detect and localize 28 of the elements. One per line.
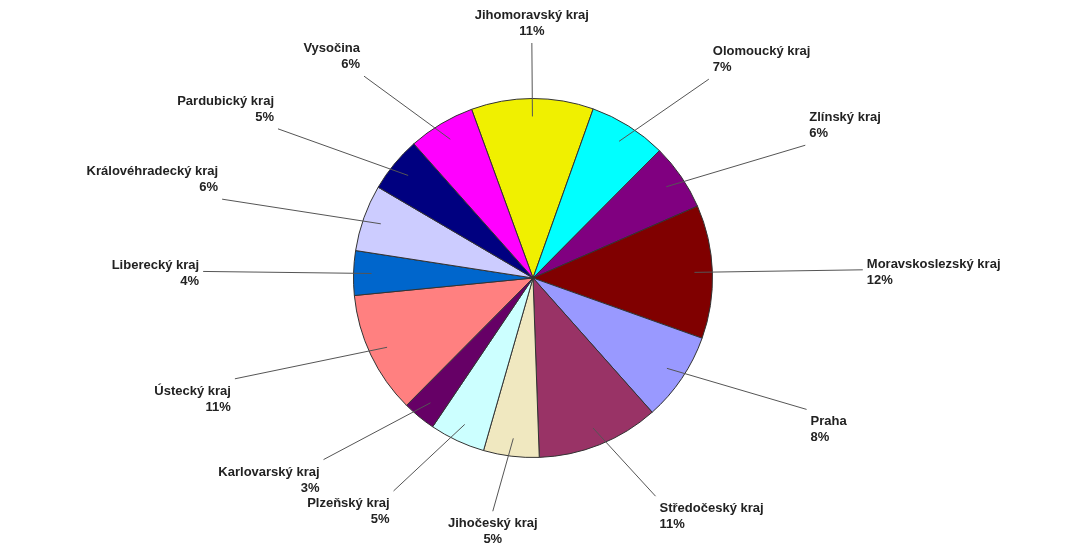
slice-label: Středočeský kraj [659, 500, 764, 516]
data-label: 4% [180, 273, 200, 289]
data-label: 6% [199, 179, 219, 195]
slice-label: Plzeňský kraj [307, 494, 390, 510]
data-label: 12% [866, 271, 894, 287]
slice-label: Jihočeský kraj [447, 515, 538, 531]
data-label: 7% [712, 59, 733, 75]
data-label: 11% [205, 398, 232, 414]
slice-label: Zlínský kraj [809, 109, 881, 125]
slice-label: Jihomoravský kraj [474, 7, 589, 22]
slice-label: Vysočina [303, 40, 361, 56]
data-label: 8% [810, 429, 830, 445]
data-label: 6% [809, 125, 829, 141]
data-label: 5% [370, 510, 390, 526]
data-label: 6% [341, 56, 361, 72]
data-label: 11% [519, 23, 545, 38]
data-label: 5% [483, 531, 503, 547]
slice-label: Pardubický kraj [177, 92, 274, 108]
slice-label: Královéhradecký kraj [86, 163, 219, 179]
slice-label: Praha [810, 413, 848, 429]
slice-label: Liberecký kraj [111, 257, 200, 273]
data-label: 11% [659, 516, 686, 532]
slice-label: Ústecký kraj [154, 382, 231, 398]
slice-label: Olomoucký kraj [712, 43, 811, 59]
data-label: 3% [300, 479, 320, 495]
data-label: 5% [255, 108, 275, 124]
slice-label: Moravskoslezský kraj [866, 255, 1001, 271]
slice-label: Karlovarský kraj [218, 463, 320, 479]
